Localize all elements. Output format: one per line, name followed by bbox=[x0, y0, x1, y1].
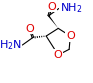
Polygon shape bbox=[48, 15, 58, 28]
Text: O: O bbox=[47, 2, 56, 12]
Text: O: O bbox=[54, 50, 63, 60]
Text: NH$_2$: NH$_2$ bbox=[60, 1, 82, 15]
Text: O: O bbox=[66, 31, 75, 41]
Text: O: O bbox=[26, 24, 34, 34]
Text: H$_2$N: H$_2$N bbox=[0, 38, 22, 52]
